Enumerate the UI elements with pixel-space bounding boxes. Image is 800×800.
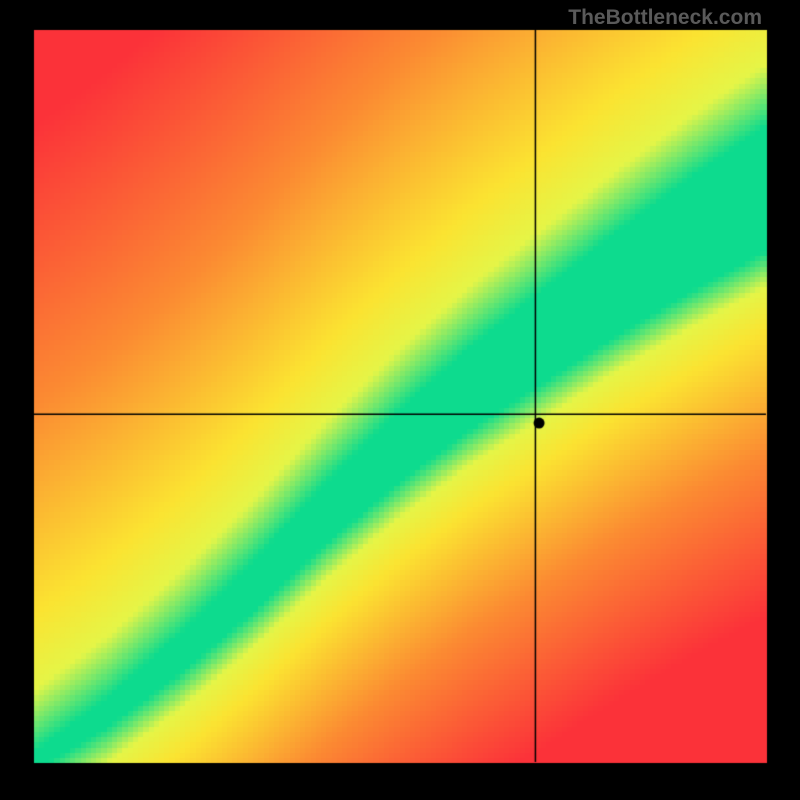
bottleneck-heatmap <box>0 0 800 800</box>
watermark-text: TheBottleneck.com <box>568 6 762 30</box>
figure-container: TheBottleneck.com <box>0 0 800 800</box>
